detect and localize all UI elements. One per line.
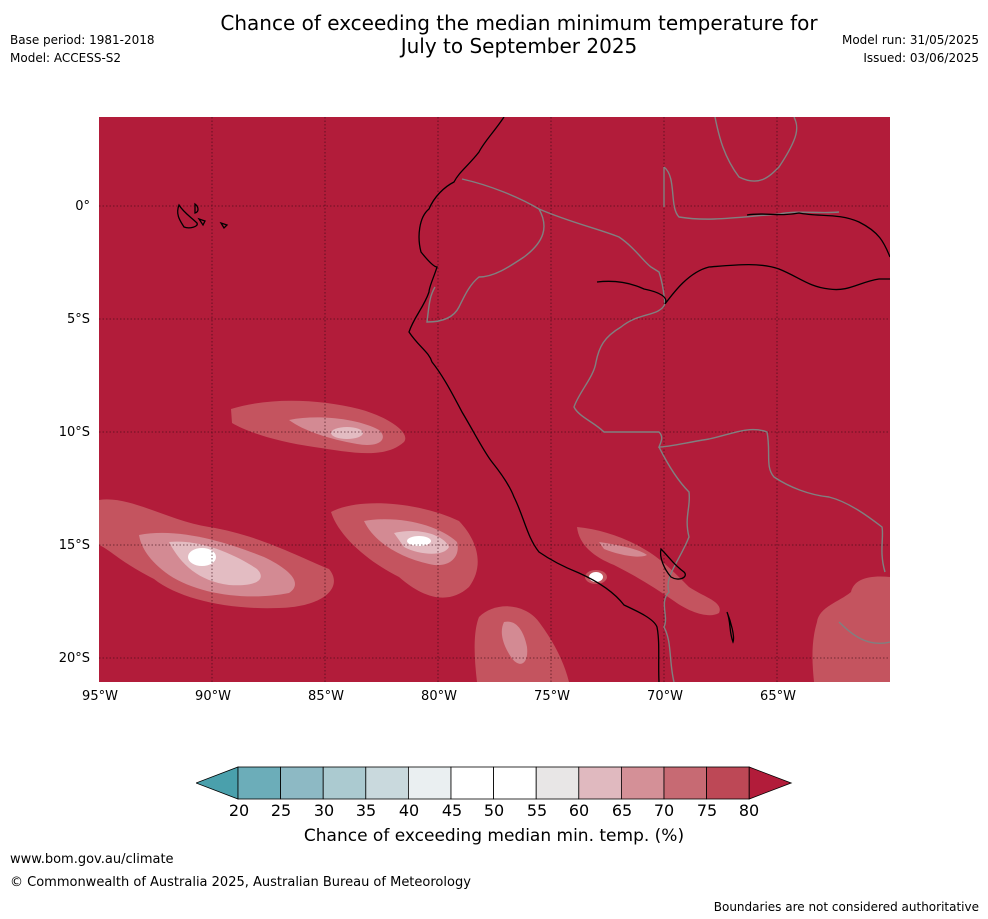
page-title: Chance of exceeding the median minimum t… bbox=[94, 12, 944, 58]
longitude-label: 90°W bbox=[195, 689, 231, 704]
colorbar-tick-label: 40 bbox=[398, 801, 420, 820]
colorbar-tick-label: 50 bbox=[483, 801, 505, 820]
latitude-label: 0° bbox=[75, 199, 90, 214]
longitude-label: 85°W bbox=[308, 689, 344, 704]
colorbar-cell bbox=[365, 766, 409, 800]
latitude-label: 20°S bbox=[58, 651, 90, 666]
colorbar-cell bbox=[237, 766, 281, 800]
colorbar-cell bbox=[706, 766, 750, 800]
colorbar-label: Chance of exceeding median min. temp. (%… bbox=[303, 826, 685, 846]
colorbar-tick-label: 30 bbox=[313, 801, 335, 820]
contour-region-galapagos-south bbox=[99, 499, 334, 609]
colorbar-extension-high bbox=[748, 766, 793, 800]
colorbar-cell bbox=[322, 766, 367, 800]
title-line-2: July to September 2025 bbox=[400, 34, 638, 58]
base-period-text: Base period: 1981-2018 bbox=[10, 33, 155, 47]
coastlines bbox=[177, 117, 890, 682]
colorbar-tick-label: 80 bbox=[738, 801, 760, 820]
colorbar-tick-label: 60 bbox=[568, 801, 590, 820]
longitude-label: 80°W bbox=[421, 689, 457, 704]
colorbar-cell bbox=[280, 766, 324, 800]
map-gridlines bbox=[99, 117, 890, 682]
colorbar-cells bbox=[196, 766, 793, 800]
longitude-label: 65°W bbox=[760, 689, 796, 704]
longitude-label: 70°W bbox=[647, 689, 683, 704]
colorbar-extension-low bbox=[196, 766, 239, 800]
disclaimer-text: Boundaries are not considered authoritat… bbox=[713, 900, 979, 914]
contour-region-galapagos-east bbox=[231, 400, 406, 454]
contour-region-chile-coast bbox=[474, 606, 569, 682]
probability-map bbox=[99, 117, 890, 682]
contour-region-southeast bbox=[812, 576, 890, 682]
model-run-text: Model run: 31/05/2025 bbox=[841, 33, 979, 47]
colorbar-cell bbox=[663, 766, 707, 800]
colorbar bbox=[196, 766, 793, 800]
colorbar-tick-label: 75 bbox=[696, 801, 718, 820]
longitude-label: 95°W bbox=[82, 689, 118, 704]
latitude-label: 5°S bbox=[66, 312, 90, 327]
colorbar-cell bbox=[620, 766, 665, 800]
copyright-text: © Commonwealth of Australia 2025, Austra… bbox=[10, 875, 471, 890]
contour-region-offshore-peru bbox=[331, 503, 478, 598]
latitude-label: 15°S bbox=[58, 538, 90, 553]
colorbar-cell bbox=[450, 766, 494, 800]
colorbar-tick-label: 65 bbox=[611, 801, 633, 820]
colorbar-tick-label: 70 bbox=[653, 801, 675, 820]
website-text: www.bom.gov.au/climate bbox=[10, 852, 174, 867]
colorbar-cell bbox=[407, 766, 452, 800]
contour-region-altiplano bbox=[577, 527, 720, 616]
title-line-1: Chance of exceeding the median minimum t… bbox=[220, 11, 818, 35]
colorbar-cell bbox=[493, 766, 537, 800]
colorbar-tick-label: 35 bbox=[355, 801, 377, 820]
colorbar-cell bbox=[578, 766, 622, 800]
model-text: Model: ACCESS-S2 bbox=[10, 51, 122, 65]
longitude-label: 75°W bbox=[534, 689, 570, 704]
latitude-label: 10°S bbox=[58, 425, 90, 440]
country-borders bbox=[426, 117, 890, 682]
colorbar-cell bbox=[535, 766, 580, 800]
issued-text: Issued: 03/06/2025 bbox=[863, 51, 979, 65]
colorbar-tick-label: 20 bbox=[228, 801, 250, 820]
colorbar-tick-label: 45 bbox=[441, 801, 463, 820]
colorbar-tick-label: 25 bbox=[270, 801, 292, 820]
colorbar-tick-label: 55 bbox=[526, 801, 548, 820]
